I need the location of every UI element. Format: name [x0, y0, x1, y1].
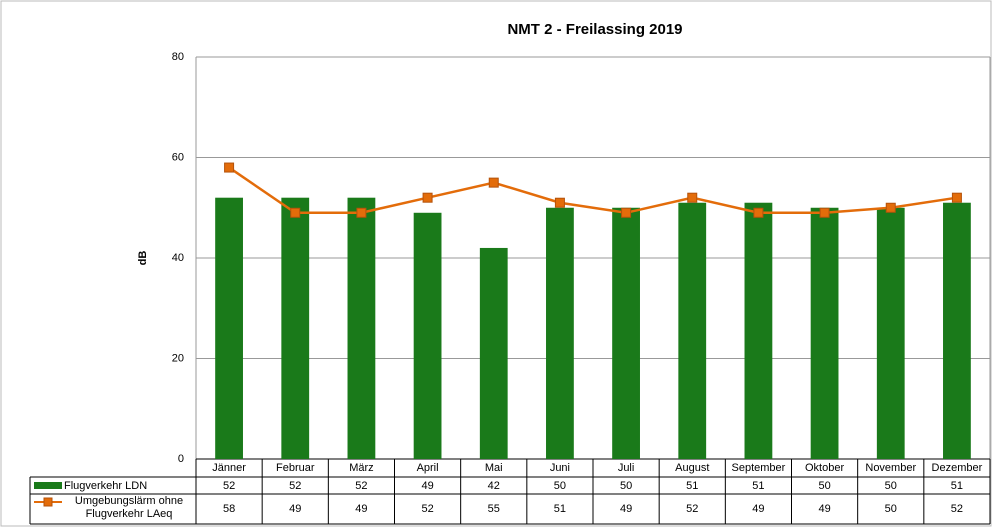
y-tick-label: 20	[172, 352, 184, 364]
x-tick-label: Juli	[618, 462, 635, 474]
line-marker	[819, 207, 830, 218]
table-value: 50	[885, 480, 897, 492]
line	[228, 166, 958, 215]
table-value: 49	[421, 480, 433, 492]
x-tick-label: März	[349, 462, 373, 474]
table-value: 50	[818, 480, 830, 492]
line-marker	[554, 197, 565, 208]
x-tick-label: Mai	[485, 462, 503, 474]
legend-label: Flugverkehr LDN	[64, 480, 147, 492]
table-value: 52	[355, 480, 367, 492]
x-tick-label: Juni	[550, 462, 570, 474]
y-tick-label: 0	[178, 453, 184, 465]
table-value: 58	[223, 503, 235, 515]
bar	[744, 202, 773, 459]
line-marker	[488, 177, 499, 188]
table-value: 50	[620, 480, 632, 492]
x-tick-label: November	[865, 462, 916, 474]
bar	[479, 247, 508, 459]
bar	[876, 207, 905, 459]
table-value: 49	[289, 503, 301, 515]
line-marker	[356, 207, 367, 218]
line-marker	[753, 207, 764, 218]
table-value: 51	[554, 503, 566, 515]
table-value: 51	[752, 480, 764, 492]
legend-key	[43, 497, 53, 507]
table-value: 52	[686, 503, 698, 515]
bar	[347, 197, 376, 459]
line-marker	[422, 192, 433, 203]
bar	[215, 197, 243, 459]
table-value: 50	[885, 503, 897, 515]
y-tick-label: 60	[172, 151, 184, 163]
table-value: 50	[554, 480, 566, 492]
x-tick-label: August	[675, 462, 709, 474]
table-value: 52	[223, 480, 235, 492]
line-marker	[290, 207, 301, 218]
legend-label: Umgebungslärm ohne Flugverkehr LAeq	[74, 495, 184, 520]
x-tick-label: Dezember	[932, 462, 983, 474]
line-marker	[687, 192, 698, 203]
y-axis-label: dB	[137, 251, 149, 266]
table-value: 49	[818, 503, 830, 515]
bar	[546, 207, 574, 459]
x-tick-label: Oktober	[805, 462, 844, 474]
table-value: 52	[289, 480, 301, 492]
table-value: 51	[951, 480, 963, 492]
chart-title: NMT 2 - Freilassing 2019	[507, 21, 682, 38]
table-value: 55	[488, 503, 500, 515]
table-value: 51	[686, 480, 698, 492]
line-marker	[224, 162, 235, 173]
line-marker	[621, 207, 632, 218]
table-value: 49	[620, 503, 632, 515]
legend-key	[34, 482, 62, 489]
table-value: 52	[421, 503, 433, 515]
bar	[943, 202, 971, 459]
bar	[810, 207, 839, 459]
bar	[612, 207, 640, 459]
line-marker	[951, 192, 962, 203]
table-value: 49	[355, 503, 367, 515]
y-tick-label: 80	[172, 51, 184, 63]
bar	[281, 197, 310, 459]
bar	[413, 212, 442, 459]
y-tick-label: 40	[172, 252, 184, 264]
x-tick-label: April	[417, 462, 439, 474]
table-value: 49	[752, 503, 764, 515]
x-tick-label: Februar	[276, 462, 315, 474]
bar	[678, 202, 707, 459]
table-value: 42	[488, 480, 500, 492]
x-tick-label: Jänner	[212, 462, 246, 474]
x-tick-label: September	[732, 462, 786, 474]
table-value: 52	[951, 503, 963, 515]
line-marker	[885, 202, 896, 213]
